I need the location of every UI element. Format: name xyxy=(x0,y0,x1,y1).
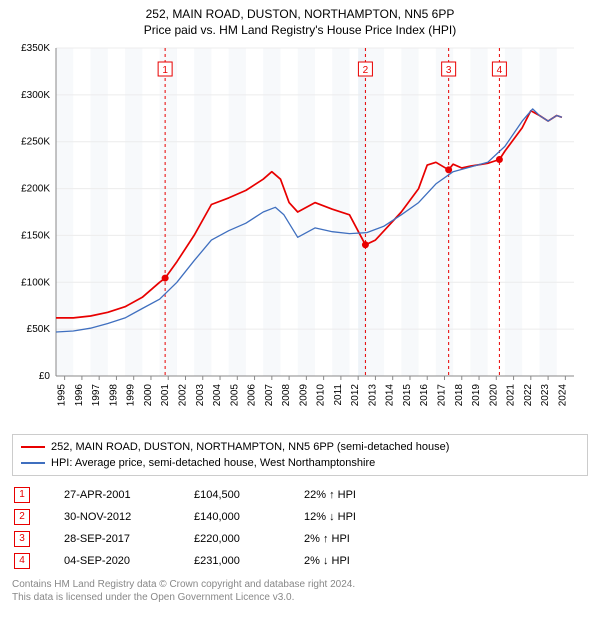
transaction-pct: 2% ↑ HPI xyxy=(304,533,404,545)
transaction-date: 27-APR-2001 xyxy=(64,489,194,501)
svg-text:2001: 2001 xyxy=(160,384,171,407)
svg-text:1995: 1995 xyxy=(57,384,68,407)
svg-text:2019: 2019 xyxy=(471,384,482,407)
svg-text:2002: 2002 xyxy=(178,384,189,407)
legend-item-hpi: HPI: Average price, semi-detached house,… xyxy=(21,455,579,471)
svg-text:2013: 2013 xyxy=(367,384,378,407)
svg-text:2021: 2021 xyxy=(506,384,517,407)
svg-text:2016: 2016 xyxy=(419,384,430,407)
svg-text:2020: 2020 xyxy=(488,384,499,407)
footer-line-1: Contains HM Land Registry data © Crown c… xyxy=(12,578,588,591)
svg-text:£150K: £150K xyxy=(21,231,50,242)
svg-text:2009: 2009 xyxy=(298,384,309,407)
svg-text:1996: 1996 xyxy=(74,384,85,407)
legend-label-hpi: HPI: Average price, semi-detached house,… xyxy=(51,457,375,469)
svg-text:2010: 2010 xyxy=(316,384,327,407)
svg-text:1998: 1998 xyxy=(108,384,119,407)
transaction-row: 3 28-SEP-2017£220,0002% ↑ HPI xyxy=(14,528,592,550)
transaction-row: 4 04-SEP-2020£231,0002% ↓ HPI xyxy=(14,550,592,572)
svg-text:4: 4 xyxy=(497,65,503,76)
transaction-row: 1 27-APR-2001£104,50022% ↑ HPI xyxy=(14,484,592,506)
chart-title: 252, MAIN ROAD, DUSTON, NORTHAMPTON, NN5… xyxy=(8,6,592,38)
legend-item-price: 252, MAIN ROAD, DUSTON, NORTHAMPTON, NN5… xyxy=(21,439,579,455)
svg-text:£300K: £300K xyxy=(21,90,50,101)
svg-text:3: 3 xyxy=(446,65,452,76)
svg-text:2003: 2003 xyxy=(195,384,206,407)
svg-text:2005: 2005 xyxy=(229,384,240,407)
svg-text:2004: 2004 xyxy=(212,384,223,407)
svg-text:1: 1 xyxy=(162,65,168,76)
chart-svg: £0 £50K £100K £150K £200K £250K £300K £350K 1995… xyxy=(12,42,578,424)
svg-text:2018: 2018 xyxy=(454,384,465,407)
svg-text:2024: 2024 xyxy=(557,384,568,407)
transaction-pct: 2% ↓ HPI xyxy=(304,555,404,567)
svg-text:£350K: £350K xyxy=(21,43,50,54)
transaction-price: £220,000 xyxy=(194,533,304,545)
svg-text:£100K: £100K xyxy=(21,278,50,289)
svg-text:2006: 2006 xyxy=(247,384,258,407)
svg-text:1999: 1999 xyxy=(126,384,137,407)
svg-text:£250K: £250K xyxy=(21,137,50,148)
transaction-badge: 4 xyxy=(14,553,30,569)
svg-text:£200K: £200K xyxy=(21,184,50,195)
transaction-date: 30-NOV-2012 xyxy=(64,511,194,523)
title-line-1: 252, MAIN ROAD, DUSTON, NORTHAMPTON, NN5… xyxy=(8,6,592,22)
transaction-pct: 12% ↓ HPI xyxy=(304,511,404,523)
svg-text:2023: 2023 xyxy=(540,384,551,407)
legend: 252, MAIN ROAD, DUSTON, NORTHAMPTON, NN5… xyxy=(12,434,588,476)
legend-swatch-hpi xyxy=(21,462,45,464)
svg-text:2015: 2015 xyxy=(402,384,413,407)
transaction-badge: 2 xyxy=(14,509,30,525)
svg-text:2011: 2011 xyxy=(333,384,344,406)
legend-swatch-price xyxy=(21,446,45,448)
transaction-row: 2 30-NOV-2012£140,00012% ↓ HPI xyxy=(14,506,592,528)
transaction-price: £104,500 xyxy=(194,489,304,501)
price-chart: £0 £50K £100K £150K £200K £250K £300K £350K 1995… xyxy=(12,42,578,424)
svg-text:2007: 2007 xyxy=(264,384,275,407)
transaction-price: £231,000 xyxy=(194,555,304,567)
svg-text:£0: £0 xyxy=(39,371,51,382)
legend-label-price: 252, MAIN ROAD, DUSTON, NORTHAMPTON, NN5… xyxy=(51,441,449,453)
transaction-date: 04-SEP-2020 xyxy=(64,555,194,567)
svg-text:£50K: £50K xyxy=(27,325,51,336)
footer: Contains HM Land Registry data © Crown c… xyxy=(12,578,588,604)
svg-text:2000: 2000 xyxy=(143,384,154,407)
footer-line-2: This data is licensed under the Open Gov… xyxy=(12,591,588,604)
transaction-list: 1 27-APR-2001£104,50022% ↑ HPI 2 30-NOV-201… xyxy=(8,484,592,572)
svg-text:2014: 2014 xyxy=(385,384,396,407)
svg-text:2008: 2008 xyxy=(281,384,292,407)
transaction-badge: 3 xyxy=(14,531,30,547)
transaction-date: 28-SEP-2017 xyxy=(64,533,194,545)
transaction-price: £140,000 xyxy=(194,511,304,523)
svg-text:1997: 1997 xyxy=(91,384,102,407)
transaction-badge: 1 xyxy=(14,487,30,503)
title-line-2: Price paid vs. HM Land Registry's House … xyxy=(8,22,592,38)
svg-text:2012: 2012 xyxy=(350,384,361,407)
svg-text:2017: 2017 xyxy=(437,384,448,407)
transaction-pct: 22% ↑ HPI xyxy=(304,489,404,501)
svg-text:2: 2 xyxy=(363,65,369,76)
svg-text:2022: 2022 xyxy=(523,384,534,407)
